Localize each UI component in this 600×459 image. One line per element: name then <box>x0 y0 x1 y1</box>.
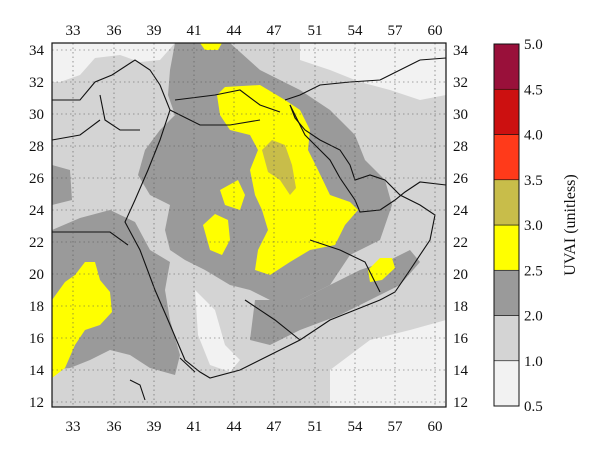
map-frame <box>51 42 447 408</box>
bottom-x-tick: 57 <box>388 419 404 435</box>
left-y-tick: 24 <box>29 203 45 219</box>
right-y-tick: 28 <box>453 139 468 155</box>
colorbar-labels: 0.5 1.0 2.0 2.5 3.0 3.5 4.0 4.5 5.0 <box>524 37 543 415</box>
left-y-tick: 14 <box>29 363 45 379</box>
right-y-tick: 16 <box>453 331 469 347</box>
top-x-tick: 51 <box>308 23 323 39</box>
colorbar-level-label: 4.5 <box>524 82 543 98</box>
top-x-tick: 41 <box>187 23 202 39</box>
right-y-tick: 12 <box>453 395 468 411</box>
uvai-moderate-region-west <box>52 210 180 375</box>
right-y-tick: 24 <box>453 203 469 219</box>
colorbar-bin <box>493 88 520 135</box>
colorbar-frame <box>493 43 520 407</box>
uvai-high-region-central <box>220 180 245 210</box>
colorbar-level-label: 2.5 <box>524 263 543 279</box>
top-x-tick: 36 <box>107 23 123 39</box>
colorbar-level-label: 3.5 <box>524 173 543 189</box>
uvai-peak-region <box>262 140 296 195</box>
top-x-tick: 33 <box>66 23 81 39</box>
uvai-low-region-northeast <box>300 43 446 100</box>
colorbar-level-label: 4.0 <box>524 128 543 144</box>
bottom-x-tick: 60 <box>428 419 443 435</box>
bottom-x-axis: 33 36 39 41 44 47 51 54 57 60 <box>66 419 443 435</box>
left-y-tick: 30 <box>29 107 44 123</box>
colorbar-bin <box>493 179 520 226</box>
bottom-x-tick: 41 <box>187 419 202 435</box>
left-y-tick: 22 <box>29 235 44 251</box>
bottom-x-tick: 33 <box>66 419 81 435</box>
bottom-x-tick: 44 <box>227 419 243 435</box>
left-y-tick: 18 <box>29 299 44 315</box>
bottom-x-tick: 36 <box>107 419 123 435</box>
colorbar-level-label: 0.5 <box>524 399 543 415</box>
left-y-tick: 34 <box>29 43 45 59</box>
left-y-tick: 26 <box>29 171 45 187</box>
top-x-axis: 33 36 39 41 44 47 51 54 57 60 <box>66 23 443 39</box>
left-y-tick: 16 <box>29 331 45 347</box>
right-y-tick: 22 <box>453 235 468 251</box>
top-x-tick: 47 <box>267 23 283 39</box>
colorbar-bin <box>493 360 520 407</box>
colorbar-title: UVAI (unitless) <box>562 174 579 275</box>
colorbar-bin <box>493 224 520 271</box>
right-y-tick: 18 <box>453 299 468 315</box>
bottom-x-tick: 54 <box>348 419 364 435</box>
colorbar-bin <box>493 269 520 316</box>
uvai-low-region-southeast <box>330 320 446 407</box>
left-y-tick: 20 <box>29 267 44 283</box>
bottom-x-tick: 47 <box>267 419 283 435</box>
right-y-axis: 34 32 30 28 26 24 22 20 18 16 14 12 <box>453 43 469 411</box>
colorbar-level-label: 2.0 <box>524 309 543 325</box>
uvai-high-region-north-spot <box>200 43 222 50</box>
map-plot-area <box>52 43 446 407</box>
colorbar: 0.5 1.0 2.0 2.5 3.0 3.5 4.0 4.5 5.0 UVAI (unitle… <box>493 37 579 415</box>
colorbar-level-label: 3.0 <box>524 218 543 234</box>
right-y-tick: 14 <box>453 363 469 379</box>
left-y-tick: 28 <box>29 139 44 155</box>
uvai-low-region-west <box>52 43 175 82</box>
uvai-low-region-south <box>195 290 240 372</box>
bottom-x-tick: 51 <box>308 419 323 435</box>
uvai-high-region-east <box>368 258 395 282</box>
colorbar-level-label: 5.0 <box>524 37 543 53</box>
uvai-high-region-spot <box>203 214 230 255</box>
top-x-tick: 54 <box>348 23 364 39</box>
left-y-axis: 34 32 30 28 26 24 22 20 18 16 14 12 <box>29 43 45 411</box>
top-x-tick: 57 <box>388 23 404 39</box>
coastlines <box>52 57 446 401</box>
right-y-tick: 32 <box>453 75 468 91</box>
colorbar-level-label: 1.0 <box>524 354 543 370</box>
right-y-tick: 26 <box>453 171 469 187</box>
colorbar-bin <box>493 134 520 181</box>
colorbar-bin <box>493 43 520 90</box>
top-x-tick: 39 <box>147 23 162 39</box>
top-x-tick: 44 <box>227 23 243 39</box>
bottom-x-tick: 39 <box>147 419 162 435</box>
colorbar-bin <box>493 315 520 362</box>
top-x-tick: 60 <box>428 23 443 39</box>
left-y-tick: 12 <box>29 395 44 411</box>
left-y-tick: 32 <box>29 75 44 91</box>
colorbar-bins <box>493 43 520 407</box>
right-y-tick: 30 <box>453 107 468 123</box>
right-y-tick: 34 <box>453 43 469 59</box>
right-y-tick: 20 <box>453 267 468 283</box>
uvai-moderate-region-sliver <box>52 165 72 205</box>
uvai-high-region-africa <box>52 262 112 378</box>
